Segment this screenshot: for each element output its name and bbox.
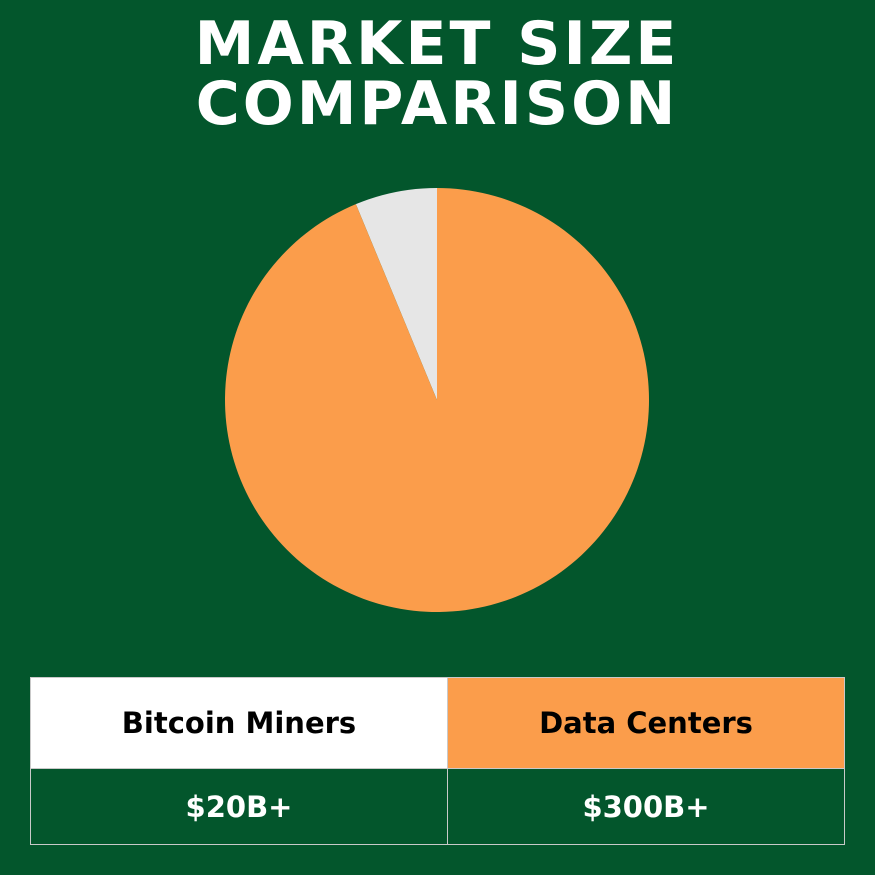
chart-title: MARKET SIZE COMPARISON [194,9,680,139]
legend-header-row: Bitcoin Miners Data Centers [30,677,845,769]
pie-slice [355,188,437,400]
value-label: $300B+ [447,768,845,845]
legend-value-row: $20B+ $300B+ [30,768,845,845]
legend-table: Bitcoin Miners Data Centers $20B+ $300B+ [30,677,845,845]
legend-label: Bitcoin Miners [30,677,448,769]
legend-label: Data Centers [447,677,845,769]
value-label: $20B+ [30,768,448,845]
pie-slice [225,188,650,612]
